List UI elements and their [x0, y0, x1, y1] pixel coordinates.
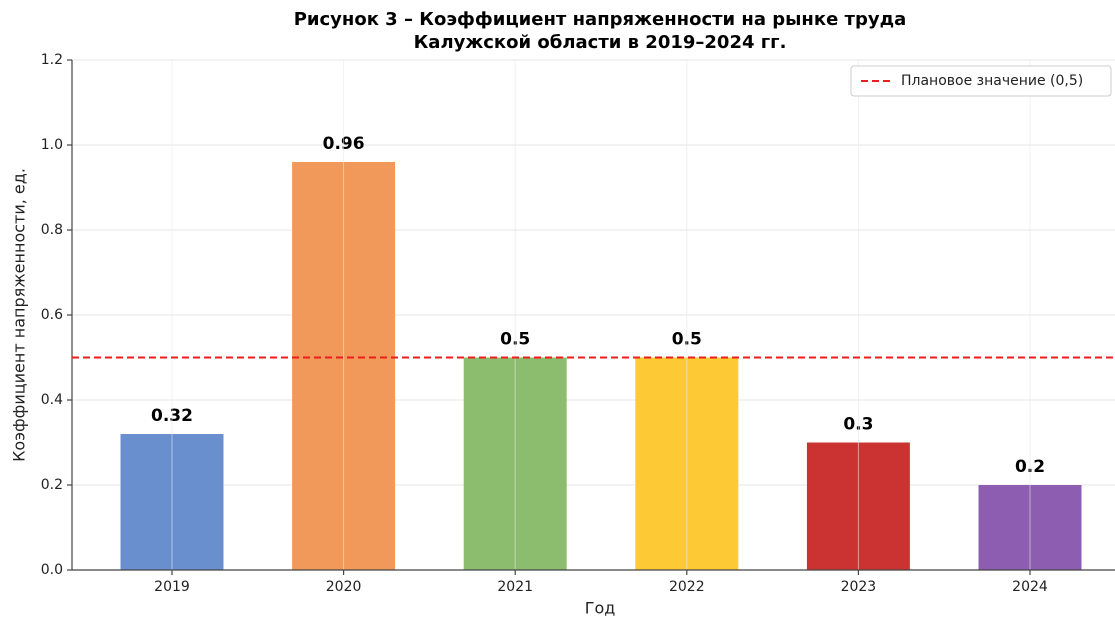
legend-label: Плановое значение (0,5): [901, 73, 1083, 89]
y-tick-label: 0.0: [41, 562, 63, 578]
x-tick-label: 2019: [154, 579, 190, 595]
x-tick-label: 2020: [326, 579, 362, 595]
x-tick-label: 2024: [1012, 579, 1048, 595]
y-axis-label: Коэффициент напряженности, ед.: [10, 168, 29, 462]
y-tick-label: 1.0: [41, 137, 63, 153]
x-tick-label: 2021: [497, 579, 533, 595]
x-axis-label: Год: [585, 599, 616, 617]
y-tick-label: 0.4: [41, 392, 63, 408]
chart-title: Рисунок 3 – Коэффициент напряженности на…: [294, 9, 907, 30]
y-tick-label: 0.8: [41, 222, 63, 238]
x-tick-label: 2022: [669, 579, 705, 595]
legend-box: [850, 65, 1112, 97]
y-tick-label: 1.2: [41, 52, 63, 68]
y-tick-label: 0.6: [41, 307, 63, 323]
y-tick-label: 0.2: [41, 477, 63, 493]
chart-title: Калужской области в 2019–2024 гг.: [414, 32, 787, 53]
x-tick-label: 2023: [841, 579, 877, 595]
